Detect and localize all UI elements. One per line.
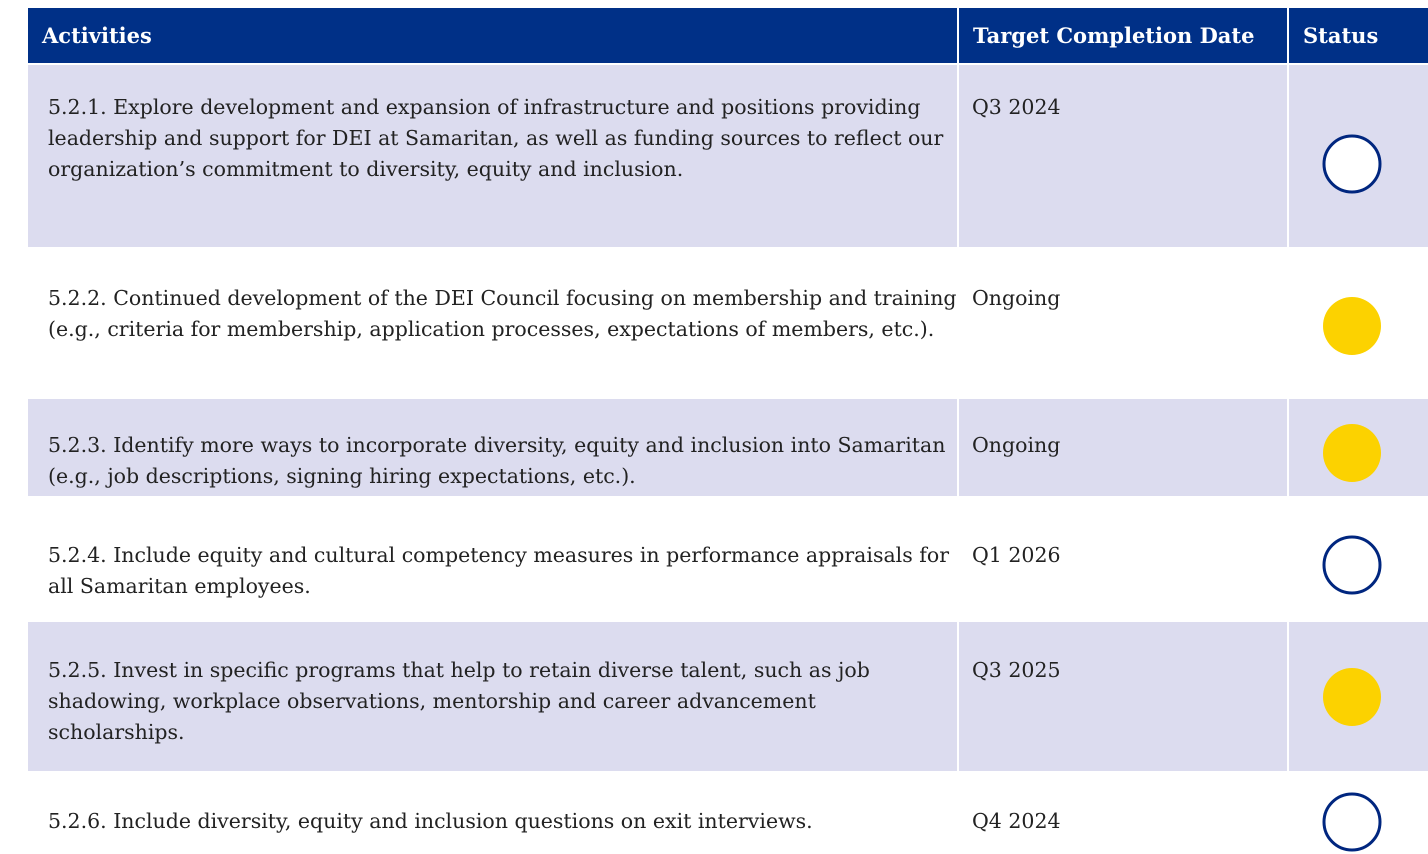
target-date: Q3 2024 xyxy=(972,95,1061,119)
header-cell: Status xyxy=(1289,8,1428,63)
target-date: Q4 2024 xyxy=(972,809,1061,833)
target-date: Ongoing xyxy=(972,433,1061,457)
activity: 5.2.2. Continued development of the DEI … xyxy=(48,286,957,341)
separator xyxy=(957,65,959,247)
activity: 5.2.5. Invest in specific programs that … xyxy=(48,658,870,744)
status-icon xyxy=(1323,668,1381,726)
activity: 5.2.3. Identify more ways to incorporate… xyxy=(48,433,946,488)
status-icon xyxy=(1322,792,1382,852)
activity: 5.2.6. Include diversity, equity and inc… xyxy=(48,809,813,833)
separator xyxy=(957,622,959,771)
activity: 5.2.1. Explore development and expansion… xyxy=(48,95,944,181)
status-icon xyxy=(1322,535,1382,595)
row-band xyxy=(28,399,1428,496)
status-icon xyxy=(1323,297,1381,355)
separator xyxy=(1287,622,1289,771)
header-cell: Activities xyxy=(28,8,957,63)
target-date: Q3 2025 xyxy=(972,658,1061,682)
activity: 5.2.4. Include equity and cultural compe… xyxy=(48,543,950,598)
row-band xyxy=(28,622,1428,771)
separator xyxy=(957,399,959,496)
target-date: Q1 2026 xyxy=(972,543,1061,567)
target-date: Ongoing xyxy=(972,286,1061,310)
status-icon xyxy=(1322,134,1382,194)
separator xyxy=(1287,65,1289,247)
row-band xyxy=(28,65,1428,247)
status-icon xyxy=(1323,424,1381,482)
header-cell: Target Completion Date xyxy=(959,8,1287,63)
separator xyxy=(1287,399,1289,496)
